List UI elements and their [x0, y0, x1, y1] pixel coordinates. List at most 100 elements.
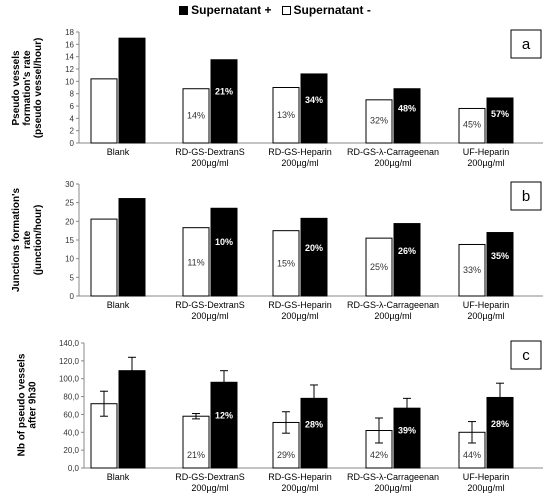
- panel-a: 0 2 4 6 8 10 12 14 16 18 Pseudo vesselsformation's…: [11, 28, 543, 168]
- y-axis-title-line: after 9h30: [28, 381, 39, 429]
- data-label-supernatant-minus: 45%: [463, 119, 481, 129]
- x-category-label: RD-GS-DextranS 200µg/ml: [175, 472, 245, 493]
- x-category-label: RD-GS-DextranS 200µg/ml: [175, 147, 245, 168]
- panel-label-box: [510, 29, 542, 59]
- x-category-label: UF-Heparin 200µg/ml: [463, 147, 510, 168]
- y-axis-title-line: Junctions formation's: [11, 188, 22, 292]
- legend-item-supernatant-minus: Supernatant -: [281, 3, 371, 17]
- x-category-label-line: 200µg/ml: [191, 311, 228, 321]
- y-axis-title-line: (pseudo vessel/hour): [33, 38, 44, 139]
- data-label-supernatant-plus: 48%: [398, 104, 416, 114]
- bar-supernatant-plus: [210, 381, 238, 469]
- y-tick-label: 6: [70, 102, 75, 111]
- y-tick-label: 8: [70, 90, 75, 99]
- y-axis-title-line: Pseudo vessels: [11, 50, 22, 125]
- data-label-supernatant-minus: 15%: [277, 259, 295, 269]
- data-label-supernatant-minus: 11%: [187, 257, 204, 267]
- panel-label: b: [522, 188, 530, 205]
- bar-supernatant-minus: [90, 78, 118, 144]
- y-tick-label: 25: [65, 199, 74, 208]
- y-tick-label: 80,0: [63, 393, 79, 402]
- x-category-label: RD-GS-Heparin 200µg/ml: [268, 472, 332, 493]
- panel-c: 0,0 20,0 40,0 60,0 80,0 100,0 120,0 140,0 Nb of …: [17, 339, 543, 493]
- x-category-label-line: 200µg/ml: [281, 311, 318, 321]
- bar-supernatant-plus: [300, 217, 328, 297]
- data-label-supernatant-plus: 28%: [491, 419, 509, 429]
- y-axis-title-line: rate: [22, 230, 33, 249]
- x-category-label: RD-GS-λ-Carrageenan 200µg/ml: [347, 147, 439, 168]
- y-tick-label: 14: [65, 53, 74, 62]
- x-category-label-line: RD-GS-DextranS: [175, 300, 245, 310]
- bar-supernatant-plus: [210, 207, 238, 297]
- bar-supernatant-minus: [365, 99, 393, 144]
- data-label-supernatant-minus: 29%: [277, 450, 295, 460]
- y-tick-label: 140,0: [59, 339, 80, 348]
- data-label-supernatant-plus: 35%: [491, 251, 509, 261]
- y-axis-title: Nb of pseudo vesselsafter 9h30: [17, 353, 39, 456]
- bar-supernatant-plus: [393, 88, 421, 144]
- legend-swatch-white-icon: [281, 5, 291, 15]
- bar-supernatant-minus: [272, 230, 300, 297]
- chart-legend: Supernatant + Supernatant -: [0, 0, 550, 20]
- y-tick-label: 12: [65, 65, 74, 74]
- data-label-supernatant-minus: 32%: [370, 116, 388, 126]
- data-label-supernatant-plus: 28%: [305, 420, 323, 430]
- x-category-label: RD-GS-λ-Carrageenan 200µg/ml: [347, 472, 439, 493]
- bar-supernatant-minus: [272, 87, 300, 144]
- bar-supernatant-minus: [182, 88, 210, 144]
- y-tick-label: 20: [65, 217, 74, 226]
- panel-b: 0 5 10 15 20 25 30 Junctions formation'srate(ju…: [11, 180, 543, 321]
- x-category-label: RD-GS-Heparin 200µg/ml: [268, 147, 332, 168]
- bar-supernatant-plus: [210, 59, 238, 144]
- data-label-supernatant-minus: 33%: [463, 265, 481, 275]
- data-label-supernatant-plus: 26%: [398, 246, 416, 256]
- data-label-supernatant-plus: 21%: [215, 87, 233, 97]
- panel-label: a: [522, 36, 531, 53]
- data-label-supernatant-minus: 25%: [370, 262, 388, 272]
- y-tick-label: 0,0: [68, 464, 80, 473]
- x-category-label-line: RD-GS-λ-Carrageenan: [347, 472, 439, 482]
- x-category-label-line: UF-Heparin: [463, 300, 510, 310]
- x-category-label-line: 200µg/ml: [281, 483, 318, 493]
- bar-supernatant-plus: [486, 97, 514, 144]
- x-category-label: RD-GS-DextranS 200µg/ml: [175, 300, 245, 321]
- x-category-label-line: 200µg/ml: [467, 311, 504, 321]
- legend-item-supernatant-plus: Supernatant +: [179, 3, 272, 17]
- data-label-supernatant-minus: 44%: [463, 450, 481, 460]
- bar-supernatant-plus: [300, 73, 328, 144]
- x-category-label-line: RD-GS-DextranS: [175, 472, 245, 482]
- x-category-label-line: 200µg/ml: [467, 158, 504, 168]
- data-label-supernatant-plus: 34%: [305, 95, 323, 105]
- x-category-label-line: 200µg/ml: [374, 158, 411, 168]
- x-category-label: Blank: [107, 472, 130, 482]
- data-label-supernatant-plus: 12%: [215, 410, 233, 420]
- y-tick-label: 60,0: [63, 410, 79, 419]
- y-tick-label: 30: [65, 180, 74, 189]
- bar-supernatant-minus: [365, 237, 393, 297]
- y-tick-label: 16: [65, 40, 74, 49]
- y-tick-label: 10: [65, 255, 74, 264]
- x-category-label-line: RD-GS-λ-Carrageenan: [347, 147, 439, 157]
- y-axis-title-line: (junction/hour): [33, 205, 44, 276]
- data-label-supernatant-minus: 13%: [277, 110, 295, 120]
- bar-supernatant-minus: [458, 107, 486, 144]
- y-tick-label: 18: [65, 28, 74, 37]
- bar-supernatant-plus: [118, 37, 146, 144]
- data-label-supernatant-plus: 10%: [215, 237, 233, 247]
- x-category-label-line: 200µg/ml: [467, 483, 504, 493]
- x-category-label-line: 200µg/ml: [191, 158, 228, 168]
- x-category-label-line: RD-GS-Heparin: [268, 147, 332, 157]
- y-axis-title-line: formation's rate: [22, 50, 33, 126]
- y-axis-title: Pseudo vesselsformation's rate(pseudo ve…: [11, 38, 44, 139]
- x-category-label: UF-Heparin 200µg/ml: [463, 300, 510, 321]
- panel-label-box: [510, 340, 542, 370]
- bar-supernatant-plus: [486, 232, 514, 297]
- bar-supernatant-minus: [182, 227, 210, 297]
- bar-supernatant-minus: [458, 243, 486, 297]
- x-category-label: RD-GS-λ-Carrageenan 200µg/ml: [347, 300, 439, 321]
- bar-supernatant-plus: [118, 370, 146, 469]
- y-tick-label: 100,0: [59, 375, 80, 384]
- y-tick-label: 20,0: [63, 446, 79, 455]
- x-category-label-line: RD-GS-Heparin: [268, 300, 332, 310]
